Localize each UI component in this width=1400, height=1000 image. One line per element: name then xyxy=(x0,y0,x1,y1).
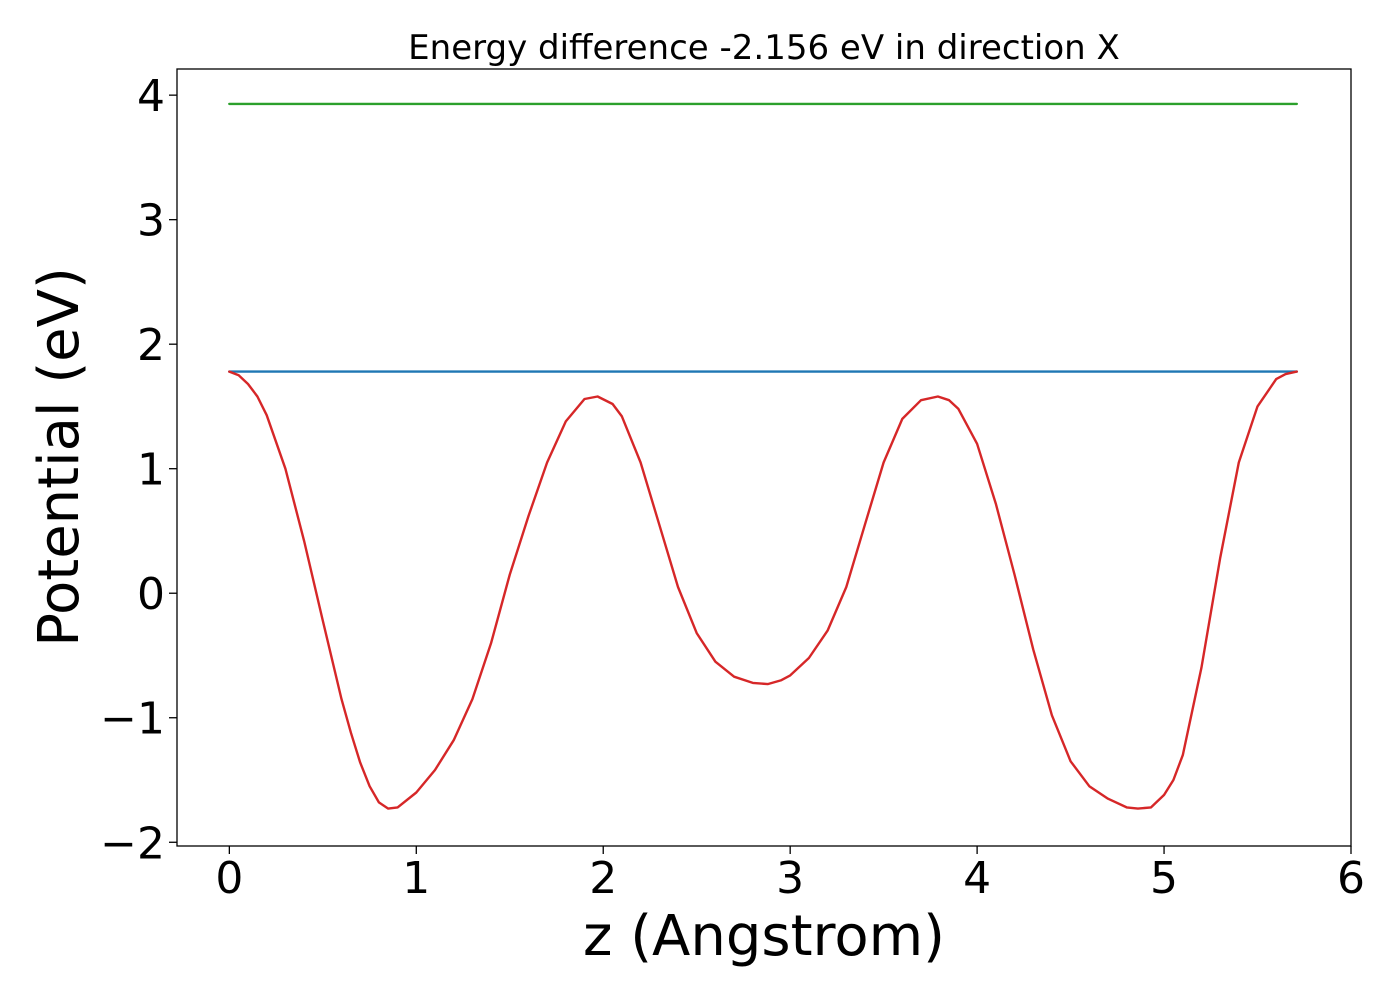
x-tick-label: 6 xyxy=(1337,853,1365,904)
x-tick-label: 5 xyxy=(1150,853,1178,904)
series-layer xyxy=(228,102,1299,810)
y-tick-label: 1 xyxy=(137,445,165,496)
x-tick-label: 4 xyxy=(963,853,991,904)
y-tick-label: −1 xyxy=(100,694,165,745)
y-tick-label: 0 xyxy=(137,569,165,620)
x-axis-title: z (Angstrom) xyxy=(583,904,945,969)
y-tick-label: 2 xyxy=(137,320,165,371)
series-red-curve xyxy=(228,370,1299,810)
plot-frame xyxy=(176,68,1352,847)
chart-title: Energy difference -2.156 eV in direction… xyxy=(408,28,1120,68)
y-tick-label: 4 xyxy=(137,71,165,122)
y-axis-ticks: −2 −1 0 1 2 3 4 xyxy=(100,71,177,869)
y-tick-label: −2 xyxy=(100,818,165,869)
x-tick-label: 0 xyxy=(215,853,243,904)
x-tick-label: 1 xyxy=(402,853,430,904)
y-axis-title: Potential (eV) xyxy=(27,267,92,647)
x-tick-label: 3 xyxy=(776,853,804,904)
x-axis-ticks: 0 1 2 3 4 5 6 xyxy=(215,846,1365,904)
x-tick-label: 2 xyxy=(589,853,617,904)
y-tick-label: 3 xyxy=(137,196,165,247)
